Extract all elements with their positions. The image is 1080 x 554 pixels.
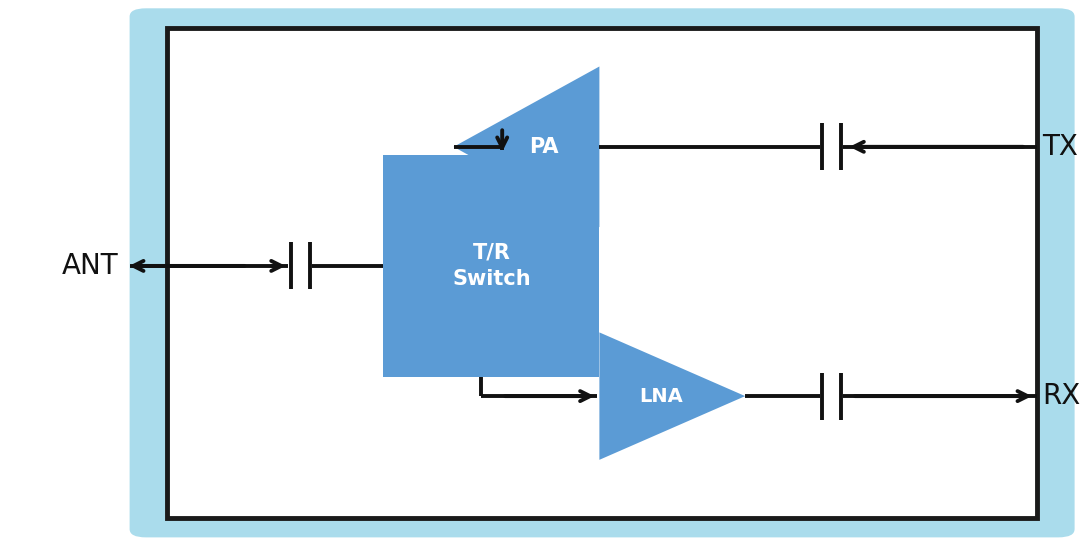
Bar [383, 155, 599, 377]
Text: ANT: ANT [63, 252, 119, 280]
Polygon shape [599, 332, 745, 460]
Bar [167, 28, 1037, 518]
FancyBboxPatch shape [130, 8, 1075, 537]
Text: PA: PA [529, 137, 558, 157]
Polygon shape [454, 66, 599, 227]
Text: TX: TX [1042, 133, 1078, 161]
Text: LNA: LNA [638, 387, 683, 406]
Text: RX: RX [1042, 382, 1080, 410]
Text: T/R
Switch: T/R Switch [453, 243, 530, 289]
